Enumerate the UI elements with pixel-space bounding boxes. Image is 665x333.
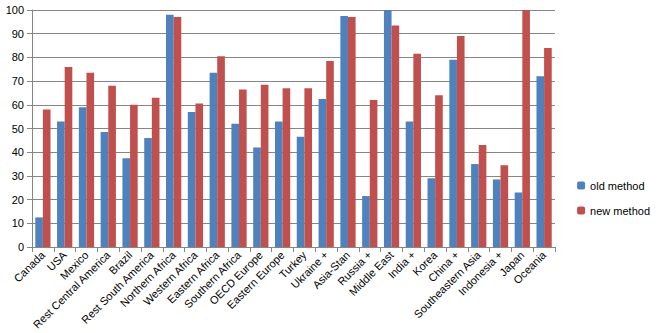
svg-text:Oceania: Oceania	[511, 248, 549, 286]
svg-text:Eastern Europe: Eastern Europe	[224, 249, 286, 311]
svg-text:Southeastern Asia: Southeastern Asia	[411, 248, 483, 321]
svg-text:old method: old method	[590, 180, 644, 192]
svg-text:OECD Europe: OECD Europe	[206, 248, 266, 307]
svg-text:Middle East: Middle East	[346, 248, 396, 298]
svg-text:Indonesia +: Indonesia +	[456, 249, 505, 298]
svg-text:Mexico: Mexico	[57, 248, 91, 282]
svg-text:Western Africa: Western Africa	[140, 248, 200, 308]
svg-text:Japan: Japan	[496, 248, 527, 279]
svg-text:90: 90	[12, 28, 24, 40]
svg-text:100: 100	[6, 4, 24, 16]
svg-text:40: 40	[12, 146, 24, 158]
svg-text:Rest South America: Rest South America	[79, 248, 157, 326]
svg-text:USA: USA	[44, 248, 69, 274]
svg-text:20: 20	[12, 194, 24, 206]
svg-text:India +: India +	[386, 249, 418, 281]
svg-text:new method: new method	[590, 205, 650, 217]
svg-text:Northern Africa: Northern Africa	[117, 248, 178, 309]
svg-text:Turkey: Turkey	[276, 248, 309, 281]
svg-text:Rest Central America: Rest Central America	[31, 248, 113, 330]
svg-text:Korea: Korea	[410, 248, 440, 278]
svg-text:Brazil: Brazil	[106, 248, 135, 277]
svg-text:0: 0	[18, 241, 24, 253]
svg-text:60: 60	[12, 99, 24, 111]
svg-text:China +: China +	[425, 248, 462, 285]
svg-text:Ukraine +: Ukraine +	[288, 248, 331, 291]
svg-text:70: 70	[12, 75, 24, 87]
svg-text:10: 10	[12, 217, 24, 229]
svg-text:Asia-Stan: Asia-Stan	[310, 248, 353, 291]
svg-text:Southern Africa: Southern Africa	[181, 248, 244, 311]
svg-text:Eastern Africa: Eastern Africa	[164, 248, 222, 306]
svg-text:50: 50	[12, 123, 24, 135]
svg-text:Russia +: Russia +	[335, 248, 374, 288]
svg-text:30: 30	[12, 170, 24, 182]
svg-text:80: 80	[12, 51, 24, 63]
svg-text:Canada: Canada	[11, 248, 47, 284]
